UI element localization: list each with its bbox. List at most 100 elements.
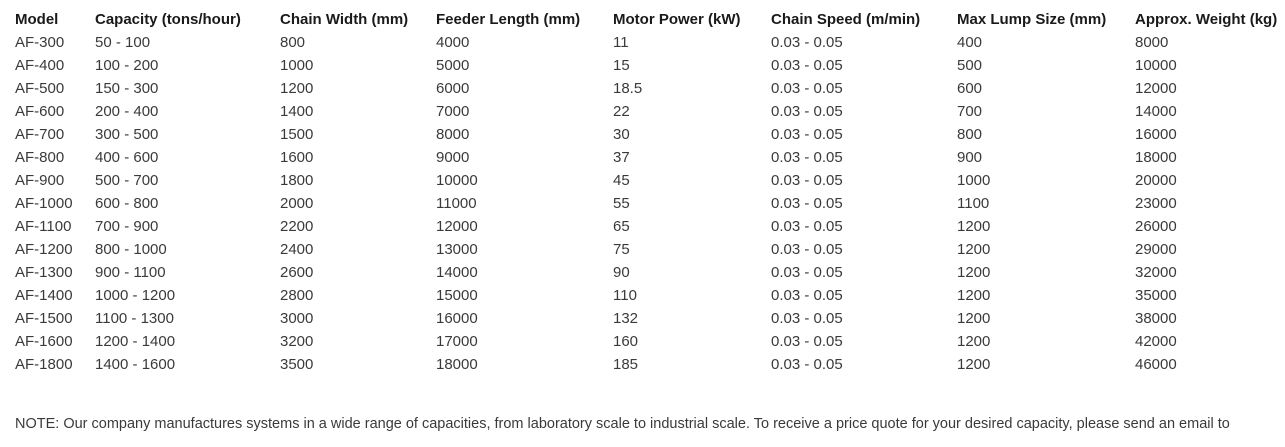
table-cell: AF-700: [15, 126, 65, 143]
table-cell: 4000: [436, 34, 470, 51]
table-cell: 500: [957, 57, 983, 74]
table-cell: 29000: [1135, 241, 1177, 258]
table-cell: 800 - 1000: [95, 241, 167, 258]
table-cell: 1600: [280, 149, 314, 166]
table-cell: 12000: [1135, 80, 1177, 97]
table-cell: 700: [957, 103, 983, 120]
table-cell: 1200: [957, 218, 991, 235]
table-cell: 900: [957, 149, 983, 166]
table-row: AF-600 200 - 400 1400 7000 22 0.03 - 0.05 700 1…: [0, 100, 1285, 123]
table-cell: AF-600: [15, 103, 65, 120]
table-cell: 100 - 200: [95, 57, 159, 74]
table-cell: 8000: [436, 126, 470, 143]
table-row: AF-1200 800 - 1000 2400 13000 75 0.03 - 0.05 1…: [0, 238, 1285, 261]
table-cell: AF-1100: [15, 218, 72, 235]
table-row: AF-700 300 - 500 1500 8000 30 0.03 - 0.05 800 1…: [0, 123, 1285, 146]
table-cell: 0.03 - 0.05: [771, 80, 843, 97]
table-cell: 3500: [280, 356, 314, 373]
table-cell: 0.03 - 0.05: [771, 172, 843, 189]
table-cell: 0.03 - 0.05: [771, 264, 843, 281]
table-cell: 1200: [957, 333, 991, 350]
table-cell: 16000: [436, 310, 478, 327]
table-cell: 20000: [1135, 172, 1177, 189]
table-cell: 1400: [280, 103, 314, 120]
table-cell: 37: [613, 149, 630, 166]
table-cell: 600: [957, 80, 983, 97]
table-cell: 150 - 300: [95, 80, 159, 97]
table-cell: 0.03 - 0.05: [771, 310, 843, 327]
table-cell: 1500: [280, 126, 314, 143]
table-cell: 1200: [957, 310, 991, 327]
table-cell: 46000: [1135, 356, 1177, 373]
column-header: Chain Speed (m/min): [771, 11, 921, 28]
table-cell: 600 - 800: [95, 195, 159, 212]
table-cell: 7000: [436, 103, 470, 120]
table-cell: 1800: [280, 172, 314, 189]
table-cell: 3000: [280, 310, 314, 327]
table-cell: 1200: [957, 264, 991, 281]
table-cell: 0.03 - 0.05: [771, 149, 843, 166]
table-cell: 90: [613, 264, 630, 281]
table-cell: 160: [613, 333, 639, 350]
table-cell: 35000: [1135, 287, 1177, 304]
table-cell: 0.03 - 0.05: [771, 57, 843, 74]
table-cell: 1000: [957, 172, 991, 189]
table-cell: 0.03 - 0.05: [771, 241, 843, 258]
table-cell: 500 - 700: [95, 172, 159, 189]
table-cell: 55: [613, 195, 630, 212]
table-cell: 1400 - 1600: [95, 356, 176, 373]
table-cell: 1200: [957, 241, 991, 258]
table-cell: 132: [613, 310, 639, 327]
table-row: AF-1800 1400 - 1600 3500 18000 185 0.03 - 0.0…: [0, 353, 1285, 376]
table-cell: 18000: [1135, 149, 1177, 166]
table-cell: 2600: [280, 264, 314, 281]
table-cell: 2400: [280, 241, 314, 258]
table-cell: 2000: [280, 195, 314, 212]
table-cell: 0.03 - 0.05: [771, 356, 843, 373]
table-row: AF-500 150 - 300 1200 6000 18.5 0.03 - 0.05 60…: [0, 77, 1285, 100]
table-cell: 2800: [280, 287, 314, 304]
table-cell: 45: [613, 172, 630, 189]
table-row: AF-400 100 - 200 1000 5000 15 0.03 - 0.05 500 1…: [0, 54, 1285, 77]
table-cell: 11: [613, 34, 629, 51]
column-header: Capacity (tons/hour): [95, 11, 241, 28]
column-header: Chain Width (mm): [280, 11, 409, 28]
table-cell: 42000: [1135, 333, 1177, 350]
table-cell: 8000: [1135, 34, 1169, 51]
table-row: AF-1600 1200 - 1400 3200 17000 160 0.03 - 0.0…: [0, 330, 1285, 353]
table-cell: 1000: [280, 57, 314, 74]
table-cell: 23000: [1135, 195, 1177, 212]
table-cell: 38000: [1135, 310, 1177, 327]
table-cell: 1100 - 1300: [95, 310, 174, 327]
table-cell: 0.03 - 0.05: [771, 126, 843, 143]
table-cell: AF-1300: [15, 264, 73, 281]
table-cell: AF-1400: [15, 287, 73, 304]
table-cell: 65: [613, 218, 630, 235]
column-header: Motor Power (kW): [613, 11, 741, 28]
table-cell: 30: [613, 126, 630, 143]
table-cell: 900 - 1100: [95, 264, 166, 281]
table-row: AF-1100 700 - 900 2200 12000 65 0.03 - 0.05 12…: [0, 215, 1285, 238]
column-header: Feeder Length (mm): [436, 11, 581, 28]
table-row: AF-800 400 - 600 1600 9000 37 0.03 - 0.05 900 1…: [0, 146, 1285, 169]
table-cell: AF-1600: [15, 333, 73, 350]
table-cell: 400 - 600: [95, 149, 159, 166]
table-cell: AF-1800: [15, 356, 73, 373]
table-cell: 14000: [1135, 103, 1177, 120]
table-row: AF-900 500 - 700 1800 10000 45 0.03 - 0.05 100…: [0, 169, 1285, 192]
table-cell: 6000: [436, 80, 470, 97]
table-cell: 800: [957, 126, 983, 143]
table-cell: 10000: [436, 172, 478, 189]
table-cell: AF-500: [15, 80, 65, 97]
note-text: NOTE: Our company manufactures systems i…: [15, 416, 1230, 432]
table-cell: AF-400: [15, 57, 65, 74]
table-cell: 110: [613, 287, 637, 304]
table-cell: 5000: [436, 57, 470, 74]
table-header-row: Model Capacity (tons/hour) Chain Width (mm…: [0, 8, 1285, 31]
table-cell: 185: [613, 356, 639, 373]
table-cell: 0.03 - 0.05: [771, 103, 843, 120]
table-cell: 10000: [1135, 57, 1177, 74]
table-cell: 9000: [436, 149, 470, 166]
spec-table: Model Capacity (tons/hour) Chain Width (mm…: [0, 8, 1285, 376]
table-cell: 13000: [436, 241, 478, 258]
